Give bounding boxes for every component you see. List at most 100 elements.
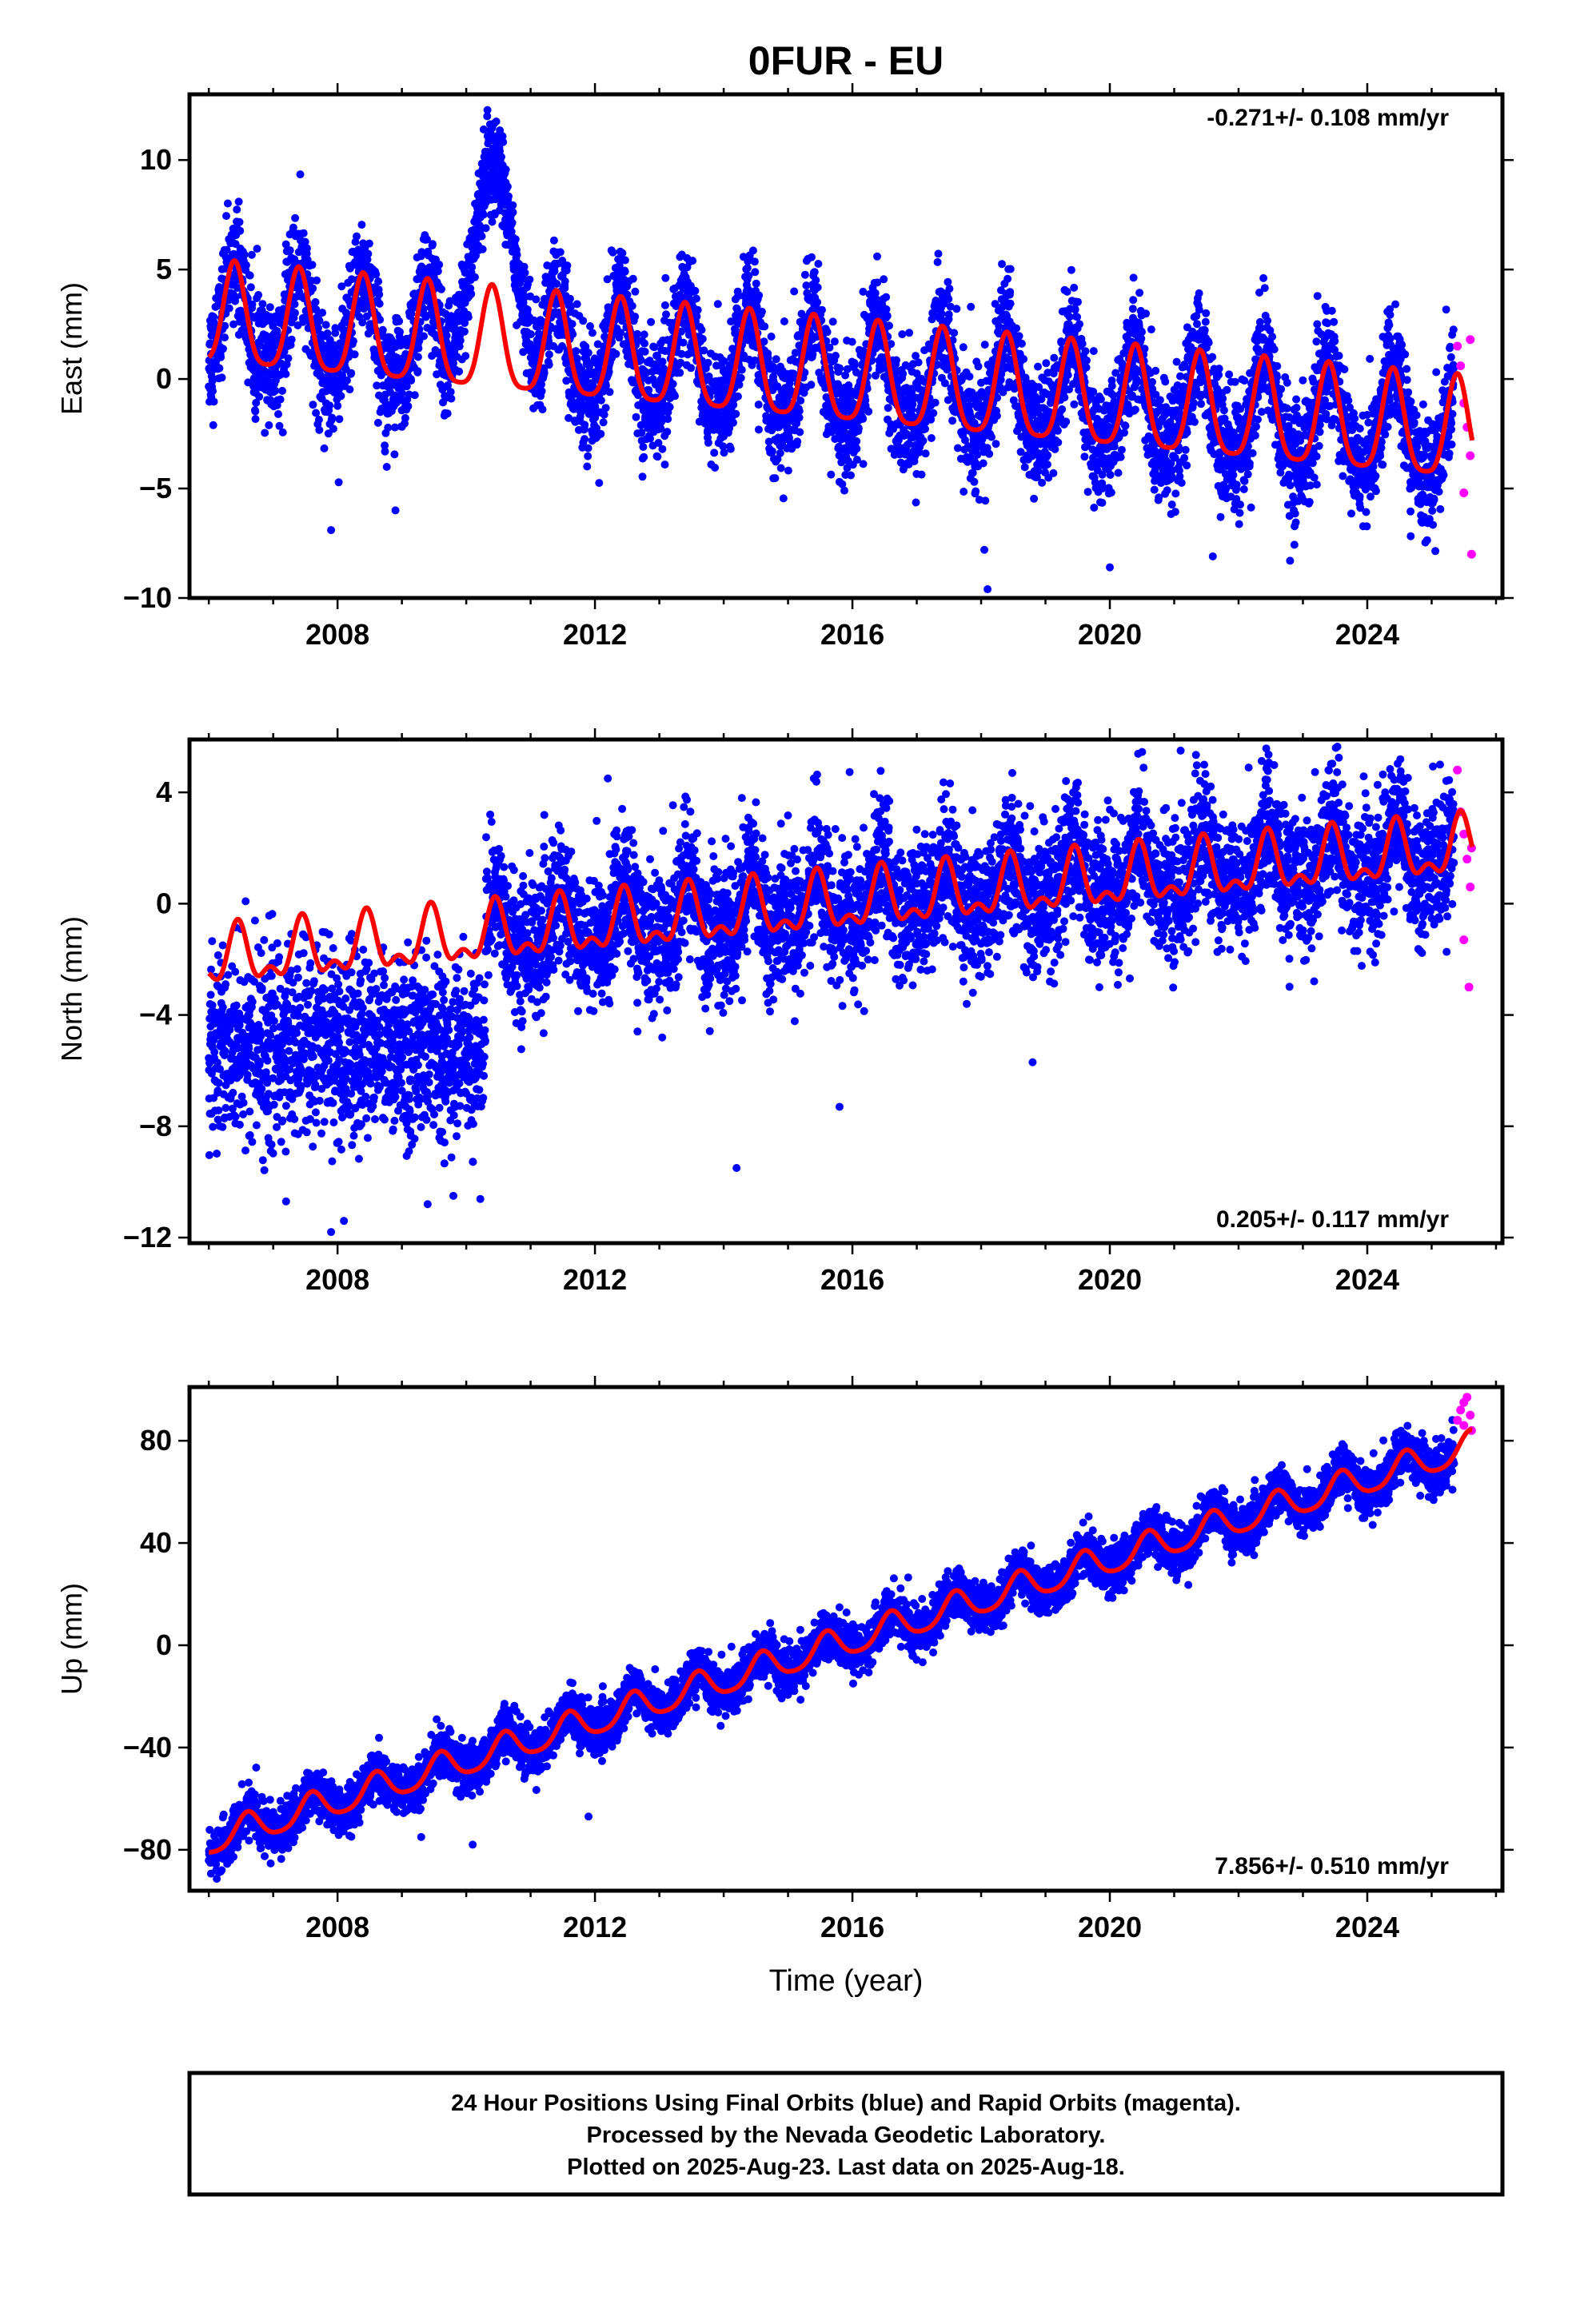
final-orbit-point — [914, 358, 923, 367]
final-orbit-point — [823, 328, 832, 337]
final-orbit-point — [1074, 297, 1082, 306]
final-orbit-point — [945, 285, 954, 293]
final-orbit-point — [720, 448, 728, 457]
final-orbit-point — [882, 293, 891, 301]
final-orbit-point — [1161, 377, 1170, 386]
east-ylabel: East (mm) — [55, 282, 88, 415]
final-orbit-point — [278, 428, 287, 436]
final-orbit-point — [556, 248, 565, 257]
final-orbit-point — [810, 268, 819, 277]
final-orbit-point — [313, 276, 321, 285]
final-orbit-point — [221, 333, 229, 342]
final-orbit-point — [550, 267, 559, 276]
final-orbit-point — [276, 395, 285, 404]
final-orbit-point — [365, 239, 373, 248]
final-orbit-point — [1063, 371, 1072, 380]
final-orbit-point — [665, 403, 674, 412]
final-orbit-point — [209, 387, 217, 396]
final-orbit-point — [584, 349, 592, 357]
final-orbit-point — [278, 386, 286, 395]
final-orbit-point — [748, 246, 757, 255]
final-orbit-point — [1083, 488, 1092, 496]
final-orbit-point — [414, 344, 423, 353]
final-orbit-point — [972, 487, 980, 496]
final-orbit-point — [1116, 452, 1125, 461]
final-orbit-point — [948, 417, 957, 425]
final-orbit-point — [357, 221, 366, 229]
final-orbit-point — [219, 345, 227, 353]
final-orbit-point — [1042, 359, 1051, 368]
final-orbit-point — [1082, 363, 1091, 372]
final-orbit-point — [483, 106, 492, 114]
final-orbit-point — [390, 450, 399, 459]
final-orbit-point — [704, 358, 712, 367]
final-orbit-point — [333, 401, 342, 410]
final-orbit-point — [245, 271, 254, 280]
final-orbit-point — [375, 299, 384, 308]
final-orbit-point — [974, 362, 983, 371]
final-orbit-point — [583, 462, 592, 471]
final-orbit-point — [407, 377, 416, 385]
final-orbit-point — [980, 341, 989, 349]
final-orbit-point — [241, 261, 250, 269]
final-orbit-point — [700, 346, 708, 355]
final-orbit-point — [771, 474, 780, 483]
final-orbit-point — [321, 321, 330, 329]
final-orbit-point — [687, 364, 696, 373]
final-orbit-point — [325, 401, 334, 410]
final-orbit-point — [301, 237, 309, 246]
final-orbit-point — [836, 364, 844, 373]
final-orbit-point — [291, 213, 300, 222]
final-orbit-point — [1019, 355, 1028, 364]
final-orbit-point — [653, 452, 662, 461]
final-orbit-point — [374, 277, 383, 285]
final-orbit-point — [323, 329, 332, 337]
final-orbit-point — [631, 287, 640, 296]
final-orbit-point — [549, 236, 558, 245]
final-orbit-point — [525, 275, 534, 284]
final-orbit-point — [353, 232, 361, 241]
final-orbit-point — [852, 444, 861, 453]
final-orbit-point — [467, 289, 476, 298]
final-orbit-point — [859, 460, 868, 468]
final-orbit-point — [808, 253, 816, 261]
final-orbit-point — [234, 197, 243, 206]
final-orbit-point — [1053, 426, 1062, 435]
final-orbit-point — [827, 470, 836, 479]
final-orbit-point — [573, 300, 581, 309]
final-orbit-point — [314, 416, 323, 424]
final-orbit-point — [1142, 309, 1151, 318]
final-orbit-point — [1089, 347, 1098, 356]
final-orbit-point — [521, 269, 529, 277]
final-orbit-point — [335, 415, 344, 424]
final-orbit-point — [733, 392, 742, 401]
final-orbit-point — [308, 261, 317, 269]
final-orbit-point — [1012, 324, 1021, 333]
final-orbit-point — [568, 320, 577, 329]
final-orbit-point — [852, 436, 861, 445]
final-orbit-point — [248, 300, 257, 309]
final-orbit-point — [931, 398, 940, 407]
final-orbit-point — [595, 479, 604, 488]
final-orbit-point — [229, 320, 237, 329]
final-orbit-point — [222, 245, 231, 254]
final-orbit-point — [565, 294, 574, 303]
final-orbit-point — [612, 349, 620, 358]
final-orbit-point — [668, 380, 677, 389]
final-orbit-point — [944, 295, 953, 303]
final-orbit-point — [735, 381, 744, 389]
final-orbit-point — [271, 386, 280, 395]
final-orbit-point — [296, 170, 305, 179]
final-orbit-point — [676, 369, 684, 377]
final-orbit-point — [697, 325, 706, 334]
final-orbit-point — [905, 329, 914, 337]
final-orbit-point — [1003, 274, 1012, 283]
final-orbit-point — [784, 466, 792, 475]
final-orbit-point — [790, 287, 799, 296]
final-orbit-point — [631, 313, 640, 321]
final-orbit-point — [814, 260, 823, 268]
final-orbit-point — [464, 313, 473, 321]
final-orbit-point — [222, 212, 230, 221]
final-orbit-point — [880, 275, 888, 284]
